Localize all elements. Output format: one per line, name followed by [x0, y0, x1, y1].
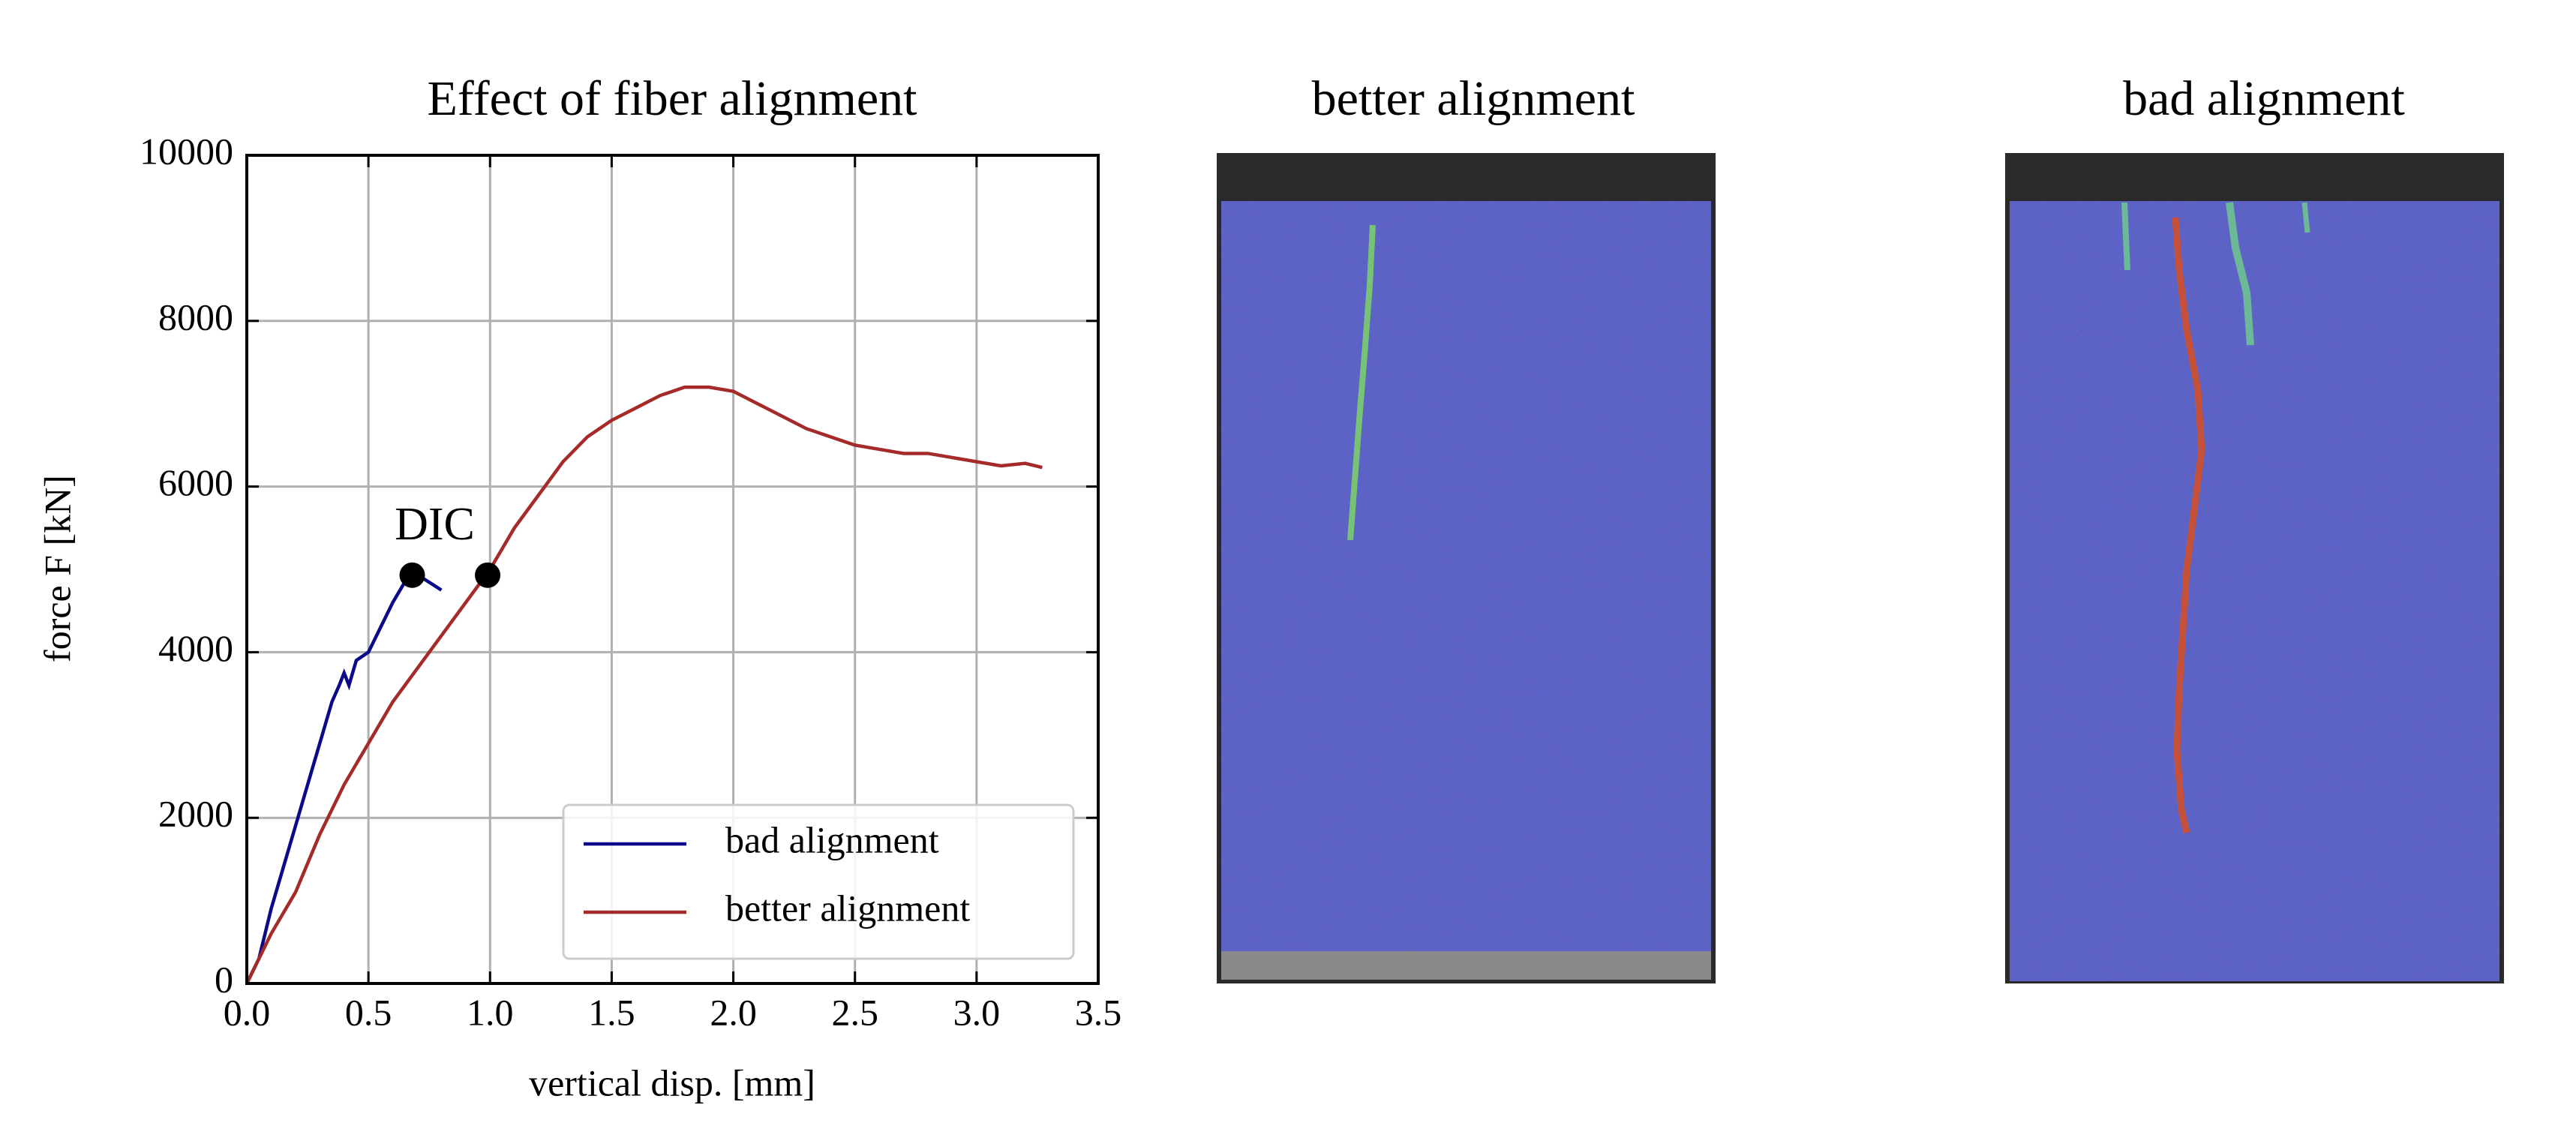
legend-box	[562, 803, 1075, 960]
y-axis-label: force F [kN]	[36, 475, 78, 662]
crack	[2301, 202, 2310, 233]
panel-title: bad alignment	[2123, 71, 2405, 126]
y-tick-label: 0	[215, 958, 233, 1000]
legend-label: bad alignment	[725, 818, 939, 860]
photo-texture	[1221, 201, 1711, 951]
photo-better	[1217, 153, 1716, 983]
crack	[2121, 202, 2130, 271]
chart-title: Effect of fiber alignment	[427, 71, 917, 126]
x-tick-label: 2.0	[710, 991, 757, 1033]
data-line	[245, 385, 1043, 984]
crack	[2226, 202, 2254, 346]
plot-frame	[245, 154, 1100, 985]
annotation: DIC	[395, 499, 475, 550]
crack	[2172, 217, 2205, 834]
legend-label: better alignment	[725, 887, 970, 929]
crack	[1347, 224, 1376, 541]
photo-base	[1221, 951, 1711, 980]
x-tick-label: 0.5	[345, 991, 392, 1033]
x-tick-label: 3.0	[953, 991, 1001, 1033]
x-axis-label: vertical disp. [mm]	[529, 1061, 815, 1103]
x-tick-label: 0.0	[224, 991, 271, 1033]
x-tick-label: 2.5	[831, 991, 878, 1033]
x-tick-label: 1.5	[588, 991, 635, 1033]
y-tick-label: 6000	[158, 461, 233, 503]
photo-bad	[2005, 153, 2504, 983]
y-tick-label: 8000	[158, 296, 233, 338]
y-tick-label: 4000	[158, 627, 233, 669]
x-tick-label: 3.5	[1075, 991, 1122, 1033]
y-tick-label: 10000	[140, 130, 233, 172]
y-tick-label: 2000	[158, 793, 233, 835]
x-tick-label: 1.0	[467, 991, 514, 1033]
dic-marker	[475, 562, 501, 588]
dic-marker	[399, 562, 425, 588]
panel-title: better alignment	[1312, 71, 1635, 126]
photo-texture	[2010, 201, 2499, 981]
